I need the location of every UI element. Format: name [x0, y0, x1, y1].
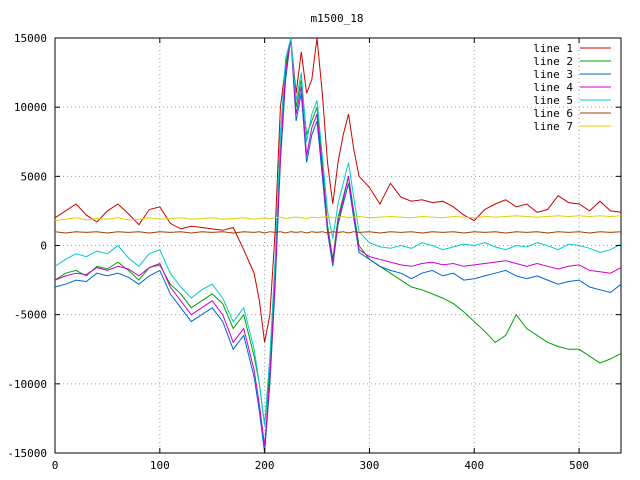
legend-label: line 5 — [533, 94, 573, 107]
y-tick-label: -10000 — [7, 378, 47, 391]
x-tick-label: 0 — [52, 459, 59, 472]
legend-label: line 3 — [533, 68, 573, 81]
legend-label: line 7 — [533, 120, 573, 133]
x-tick-label: 200 — [255, 459, 275, 472]
y-tick-label: 15000 — [14, 32, 47, 45]
legend-label: line 4 — [533, 81, 573, 94]
x-axis-ticks: 0 100 200 300 400 500 — [52, 38, 589, 472]
chart-title: m1500_18 — [311, 12, 364, 25]
legend-label: line 2 — [533, 55, 573, 68]
y-tick-label: 10000 — [14, 101, 47, 114]
y-tick-label: -15000 — [7, 447, 47, 460]
x-tick-label: 100 — [150, 459, 170, 472]
series-line — [55, 38, 621, 453]
legend-label: line 6 — [533, 107, 573, 120]
series-line — [55, 38, 621, 447]
series-line — [55, 231, 621, 234]
series-line — [55, 215, 621, 222]
series-lines — [55, 38, 621, 453]
series-line — [55, 38, 621, 426]
x-tick-label: 500 — [569, 459, 589, 472]
x-tick-label: 400 — [464, 459, 484, 472]
y-axis-ticks: -15000 -10000 -5000 0 5000 10000 15000 — [7, 32, 621, 460]
y-tick-label: 5000 — [21, 170, 48, 183]
y-tick-label: 0 — [40, 240, 47, 253]
legend-label: line 1 — [533, 42, 573, 55]
y-tick-label: -5000 — [14, 309, 47, 322]
series-line — [55, 38, 621, 343]
x-tick-label: 300 — [360, 459, 380, 472]
series-line — [55, 38, 621, 426]
